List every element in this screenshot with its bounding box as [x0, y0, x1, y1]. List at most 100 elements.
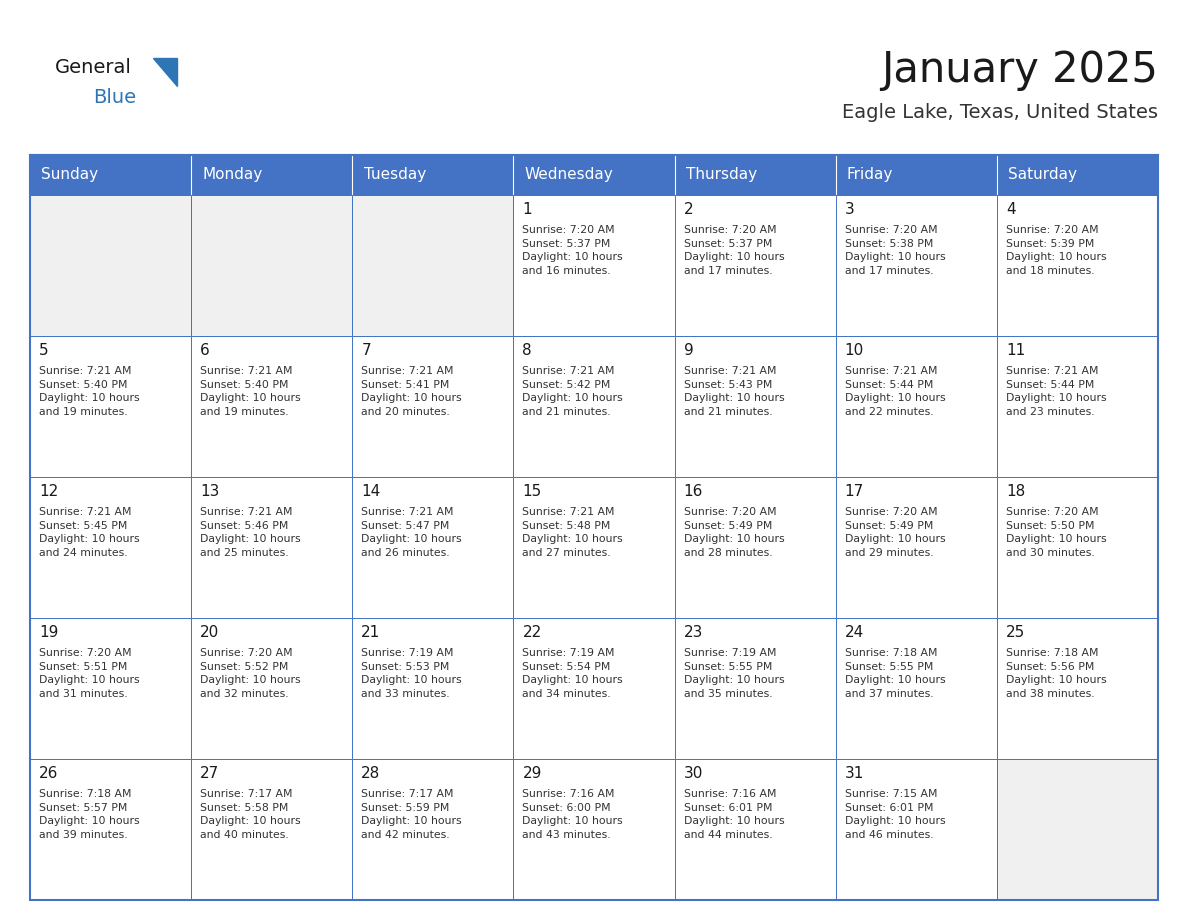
Bar: [30, 336, 191, 477]
Bar: [353, 618, 513, 759]
Bar: [353, 155, 513, 195]
Text: Tuesday: Tuesday: [364, 167, 425, 183]
Bar: [191, 618, 353, 759]
Bar: [513, 477, 675, 618]
Text: Friday: Friday: [847, 167, 893, 183]
Text: General: General: [55, 58, 132, 77]
Bar: [835, 477, 997, 618]
Text: Thursday: Thursday: [685, 167, 757, 183]
Bar: [513, 759, 675, 900]
Text: Sunrise: 7:16 AM
Sunset: 6:01 PM
Daylight: 10 hours
and 44 minutes.: Sunrise: 7:16 AM Sunset: 6:01 PM Dayligh…: [683, 789, 784, 840]
Text: Sunrise: 7:16 AM
Sunset: 6:00 PM
Daylight: 10 hours
and 43 minutes.: Sunrise: 7:16 AM Sunset: 6:00 PM Dayligh…: [523, 789, 623, 840]
Bar: [997, 155, 1158, 195]
Bar: [30, 155, 191, 195]
Text: Sunrise: 7:20 AM
Sunset: 5:50 PM
Daylight: 10 hours
and 30 minutes.: Sunrise: 7:20 AM Sunset: 5:50 PM Dayligh…: [1006, 507, 1106, 558]
Text: 13: 13: [200, 484, 220, 499]
Text: Blue: Blue: [93, 88, 137, 107]
Bar: [191, 195, 353, 336]
Text: Sunrise: 7:21 AM
Sunset: 5:40 PM
Daylight: 10 hours
and 19 minutes.: Sunrise: 7:21 AM Sunset: 5:40 PM Dayligh…: [200, 366, 301, 417]
Text: Sunrise: 7:20 AM
Sunset: 5:39 PM
Daylight: 10 hours
and 18 minutes.: Sunrise: 7:20 AM Sunset: 5:39 PM Dayligh…: [1006, 225, 1106, 275]
Text: Sunrise: 7:21 AM
Sunset: 5:48 PM
Daylight: 10 hours
and 27 minutes.: Sunrise: 7:21 AM Sunset: 5:48 PM Dayligh…: [523, 507, 623, 558]
Text: Sunrise: 7:17 AM
Sunset: 5:58 PM
Daylight: 10 hours
and 40 minutes.: Sunrise: 7:17 AM Sunset: 5:58 PM Dayligh…: [200, 789, 301, 840]
Bar: [353, 195, 513, 336]
Bar: [997, 477, 1158, 618]
Text: Sunrise: 7:20 AM
Sunset: 5:51 PM
Daylight: 10 hours
and 31 minutes.: Sunrise: 7:20 AM Sunset: 5:51 PM Dayligh…: [39, 648, 140, 699]
Text: Sunrise: 7:20 AM
Sunset: 5:49 PM
Daylight: 10 hours
and 29 minutes.: Sunrise: 7:20 AM Sunset: 5:49 PM Dayligh…: [845, 507, 946, 558]
Text: 2: 2: [683, 202, 693, 217]
Text: Saturday: Saturday: [1009, 167, 1078, 183]
Text: 19: 19: [39, 625, 58, 640]
Bar: [513, 618, 675, 759]
Bar: [835, 195, 997, 336]
Text: 10: 10: [845, 343, 864, 358]
Bar: [30, 759, 191, 900]
Bar: [191, 477, 353, 618]
Text: Wednesday: Wednesday: [525, 167, 613, 183]
Bar: [997, 336, 1158, 477]
Text: Sunrise: 7:21 AM
Sunset: 5:45 PM
Daylight: 10 hours
and 24 minutes.: Sunrise: 7:21 AM Sunset: 5:45 PM Dayligh…: [39, 507, 140, 558]
Text: 11: 11: [1006, 343, 1025, 358]
Text: Sunrise: 7:20 AM
Sunset: 5:49 PM
Daylight: 10 hours
and 28 minutes.: Sunrise: 7:20 AM Sunset: 5:49 PM Dayligh…: [683, 507, 784, 558]
Text: Sunrise: 7:21 AM
Sunset: 5:46 PM
Daylight: 10 hours
and 25 minutes.: Sunrise: 7:21 AM Sunset: 5:46 PM Dayligh…: [200, 507, 301, 558]
Bar: [513, 336, 675, 477]
Bar: [353, 336, 513, 477]
Bar: [675, 155, 835, 195]
Text: Monday: Monday: [202, 167, 263, 183]
Bar: [835, 155, 997, 195]
Bar: [835, 336, 997, 477]
Text: 16: 16: [683, 484, 703, 499]
Text: 22: 22: [523, 625, 542, 640]
Text: Sunrise: 7:21 AM
Sunset: 5:41 PM
Daylight: 10 hours
and 20 minutes.: Sunrise: 7:21 AM Sunset: 5:41 PM Dayligh…: [361, 366, 462, 417]
Text: Sunrise: 7:21 AM
Sunset: 5:42 PM
Daylight: 10 hours
and 21 minutes.: Sunrise: 7:21 AM Sunset: 5:42 PM Dayligh…: [523, 366, 623, 417]
Text: Sunrise: 7:21 AM
Sunset: 5:44 PM
Daylight: 10 hours
and 23 minutes.: Sunrise: 7:21 AM Sunset: 5:44 PM Dayligh…: [1006, 366, 1106, 417]
Text: 28: 28: [361, 766, 380, 781]
Bar: [353, 759, 513, 900]
Bar: [353, 477, 513, 618]
Bar: [997, 195, 1158, 336]
Text: Sunrise: 7:18 AM
Sunset: 5:55 PM
Daylight: 10 hours
and 37 minutes.: Sunrise: 7:18 AM Sunset: 5:55 PM Dayligh…: [845, 648, 946, 699]
Text: Sunrise: 7:19 AM
Sunset: 5:54 PM
Daylight: 10 hours
and 34 minutes.: Sunrise: 7:19 AM Sunset: 5:54 PM Dayligh…: [523, 648, 623, 699]
Bar: [835, 759, 997, 900]
Text: 21: 21: [361, 625, 380, 640]
Text: Sunrise: 7:21 AM
Sunset: 5:40 PM
Daylight: 10 hours
and 19 minutes.: Sunrise: 7:21 AM Sunset: 5:40 PM Dayligh…: [39, 366, 140, 417]
Text: Sunday: Sunday: [42, 167, 99, 183]
Text: 14: 14: [361, 484, 380, 499]
Bar: [997, 618, 1158, 759]
Bar: [513, 195, 675, 336]
Text: Sunrise: 7:15 AM
Sunset: 6:01 PM
Daylight: 10 hours
and 46 minutes.: Sunrise: 7:15 AM Sunset: 6:01 PM Dayligh…: [845, 789, 946, 840]
Text: Eagle Lake, Texas, United States: Eagle Lake, Texas, United States: [842, 103, 1158, 121]
Bar: [30, 195, 191, 336]
Text: January 2025: January 2025: [881, 49, 1158, 91]
Text: Sunrise: 7:21 AM
Sunset: 5:47 PM
Daylight: 10 hours
and 26 minutes.: Sunrise: 7:21 AM Sunset: 5:47 PM Dayligh…: [361, 507, 462, 558]
Text: Sunrise: 7:20 AM
Sunset: 5:37 PM
Daylight: 10 hours
and 17 minutes.: Sunrise: 7:20 AM Sunset: 5:37 PM Dayligh…: [683, 225, 784, 275]
Text: 29: 29: [523, 766, 542, 781]
Text: Sunrise: 7:20 AM
Sunset: 5:37 PM
Daylight: 10 hours
and 16 minutes.: Sunrise: 7:20 AM Sunset: 5:37 PM Dayligh…: [523, 225, 623, 275]
Text: 12: 12: [39, 484, 58, 499]
Text: 3: 3: [845, 202, 854, 217]
Text: 30: 30: [683, 766, 703, 781]
Bar: [30, 477, 191, 618]
Text: Sunrise: 7:18 AM
Sunset: 5:56 PM
Daylight: 10 hours
and 38 minutes.: Sunrise: 7:18 AM Sunset: 5:56 PM Dayligh…: [1006, 648, 1106, 699]
Text: 20: 20: [200, 625, 220, 640]
Text: 27: 27: [200, 766, 220, 781]
Text: 9: 9: [683, 343, 694, 358]
Polygon shape: [153, 58, 177, 86]
Text: 5: 5: [39, 343, 49, 358]
Bar: [30, 618, 191, 759]
Bar: [675, 759, 835, 900]
Bar: [675, 336, 835, 477]
Text: Sunrise: 7:20 AM
Sunset: 5:38 PM
Daylight: 10 hours
and 17 minutes.: Sunrise: 7:20 AM Sunset: 5:38 PM Dayligh…: [845, 225, 946, 275]
Text: 7: 7: [361, 343, 371, 358]
Text: 1: 1: [523, 202, 532, 217]
Bar: [835, 618, 997, 759]
Text: 31: 31: [845, 766, 864, 781]
Text: Sunrise: 7:17 AM
Sunset: 5:59 PM
Daylight: 10 hours
and 42 minutes.: Sunrise: 7:17 AM Sunset: 5:59 PM Dayligh…: [361, 789, 462, 840]
Text: 23: 23: [683, 625, 703, 640]
Bar: [191, 759, 353, 900]
Bar: [191, 336, 353, 477]
Text: Sunrise: 7:19 AM
Sunset: 5:55 PM
Daylight: 10 hours
and 35 minutes.: Sunrise: 7:19 AM Sunset: 5:55 PM Dayligh…: [683, 648, 784, 699]
Text: Sunrise: 7:20 AM
Sunset: 5:52 PM
Daylight: 10 hours
and 32 minutes.: Sunrise: 7:20 AM Sunset: 5:52 PM Dayligh…: [200, 648, 301, 699]
Text: 4: 4: [1006, 202, 1016, 217]
Text: 24: 24: [845, 625, 864, 640]
Text: Sunrise: 7:18 AM
Sunset: 5:57 PM
Daylight: 10 hours
and 39 minutes.: Sunrise: 7:18 AM Sunset: 5:57 PM Dayligh…: [39, 789, 140, 840]
